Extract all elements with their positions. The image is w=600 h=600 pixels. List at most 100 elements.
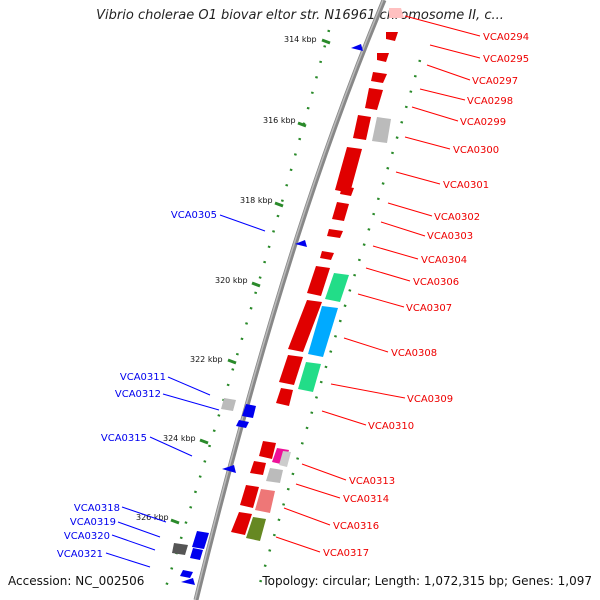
- leader-line: [219, 214, 266, 232]
- gene-arrow[interactable]: [192, 531, 209, 549]
- tick-mark: [321, 38, 331, 45]
- leader-line: [105, 552, 151, 568]
- leader-line: [117, 521, 161, 538]
- chromosome-backbone: [193, 0, 387, 600]
- gene-arrow[interactable]: [279, 355, 303, 385]
- gene-label-right[interactable]: VCA0300: [453, 145, 499, 156]
- gene-label-right[interactable]: VCA0297: [472, 76, 518, 87]
- gene-label-right[interactable]: VCA0298: [467, 96, 513, 107]
- tick-mark: [297, 121, 307, 128]
- gene-arrow[interactable]: [386, 32, 398, 41]
- gene-label-right[interactable]: VCA0294: [483, 32, 529, 43]
- gene-arrow[interactable]: [279, 451, 291, 467]
- gene-arrow[interactable]: [377, 53, 389, 62]
- left-leader-lines: [105, 214, 266, 568]
- gene-label-right[interactable]: VCA0307: [406, 303, 452, 314]
- tick-label: 314 kbp: [284, 35, 317, 44]
- tick-label: 320 kbp: [215, 276, 248, 285]
- tick-mark: [251, 281, 261, 288]
- leader-line: [330, 383, 406, 399]
- leader-line: [301, 463, 347, 481]
- gene-arrow[interactable]: [180, 570, 193, 578]
- gene-arrow[interactable]: [365, 88, 383, 110]
- gene-arrow[interactable]: [353, 115, 371, 140]
- gene-arrow[interactable]: [250, 461, 266, 475]
- leader-line: [372, 245, 419, 260]
- leader-line: [149, 436, 193, 457]
- gene-label-left[interactable]: VCA0320: [64, 531, 110, 542]
- gene-label-right[interactable]: VCA0304: [421, 255, 467, 266]
- gene-label-left[interactable]: VCA0321: [57, 549, 103, 560]
- leader-line: [419, 88, 466, 101]
- topology-text: Topology: circular; Length: 1,072,315 bp…: [262, 574, 592, 588]
- gene-arrow[interactable]: [255, 489, 275, 513]
- gene-arrow[interactable]: [308, 306, 338, 357]
- gene-arrow[interactable]: [242, 404, 256, 418]
- gene-arrow[interactable]: [190, 548, 203, 560]
- gene-label-left[interactable]: VCA0312: [115, 389, 161, 400]
- gene-label-right[interactable]: VCA0302: [434, 212, 480, 223]
- gene-arrow[interactable]: [259, 441, 276, 459]
- tick-label: 322 kbp: [190, 355, 223, 364]
- leader-line: [404, 15, 481, 37]
- gene-arrow[interactable]: [351, 44, 363, 51]
- gene-label-left[interactable]: VCA0318: [74, 503, 120, 514]
- gene-label-right[interactable]: VCA0306: [413, 277, 459, 288]
- leader-line: [283, 507, 331, 526]
- gene-arrow[interactable]: [266, 468, 283, 483]
- gene-arrow[interactable]: [320, 251, 334, 260]
- gene-arrow[interactable]: [221, 398, 236, 411]
- gene-arrow[interactable]: [325, 273, 349, 302]
- leader-line: [404, 136, 451, 150]
- gene-label-left[interactable]: VCA0311: [120, 372, 166, 383]
- gene-arrow[interactable]: [340, 186, 354, 196]
- chromosome-backbone-highlight: [194, 0, 384, 600]
- gene-label-left[interactable]: VCA0305: [171, 210, 217, 221]
- gene-arrow[interactable]: [332, 202, 349, 221]
- leader-line: [162, 393, 220, 411]
- right-leader-lines: [275, 15, 481, 553]
- gene-arrow[interactable]: [327, 229, 343, 238]
- gene-arrow[interactable]: [240, 485, 259, 508]
- gene-arrow[interactable]: [371, 72, 387, 83]
- gene-arrow[interactable]: [307, 266, 330, 296]
- tick-mark: [199, 438, 209, 445]
- tick-label: 316 kbp: [263, 116, 296, 125]
- gene-arrow[interactable]: [181, 578, 195, 585]
- gene-label-right[interactable]: VCA0308: [391, 348, 437, 359]
- gene-label-right[interactable]: VCA0313: [349, 476, 395, 487]
- gene-arrow[interactable]: [246, 517, 266, 541]
- tick-mark: [227, 358, 237, 365]
- gene-label-right[interactable]: VCA0317: [323, 548, 369, 559]
- leader-line: [365, 267, 411, 282]
- gene-arrow[interactable]: [172, 543, 188, 555]
- gene-label-left[interactable]: VCA0319: [70, 517, 116, 528]
- tick-mark: [170, 518, 180, 525]
- gene-label-right[interactable]: VCA0301: [443, 180, 489, 191]
- gene-label-right[interactable]: VCA0316: [333, 521, 379, 532]
- gene-label-right[interactable]: VCA0314: [343, 494, 389, 505]
- gene-arrow[interactable]: [335, 147, 362, 193]
- major-ticks: [170, 38, 331, 525]
- gene-arrow[interactable]: [295, 240, 307, 247]
- gene-arrow[interactable]: [372, 117, 391, 143]
- gene-label-right[interactable]: VCA0309: [407, 394, 453, 405]
- leader-line: [426, 64, 471, 81]
- leader-line: [295, 483, 341, 499]
- gene-arrow[interactable]: [231, 512, 252, 535]
- gene-label-right[interactable]: VCA0310: [368, 421, 414, 432]
- gene-label-right[interactable]: VCA0299: [460, 117, 506, 128]
- gene-arrow[interactable]: [298, 362, 321, 392]
- tick-mark: [274, 201, 284, 208]
- gene-label-right[interactable]: VCA0303: [427, 231, 473, 242]
- gene-arrow[interactable]: [236, 420, 249, 428]
- gene-label-left[interactable]: VCA0315: [101, 433, 147, 444]
- reverse-strand-genes: [172, 44, 363, 585]
- gene-arrow[interactable]: [389, 8, 404, 18]
- gene-arrow[interactable]: [288, 300, 322, 352]
- gene-arrow[interactable]: [222, 465, 236, 473]
- gene-label-right[interactable]: VCA0295: [483, 54, 529, 65]
- leader-line: [121, 506, 167, 523]
- gene-arrow[interactable]: [276, 388, 293, 406]
